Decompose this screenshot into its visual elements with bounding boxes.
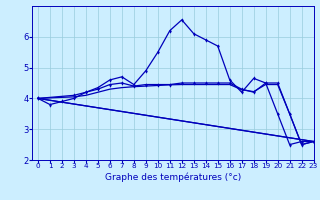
X-axis label: Graphe des températures (°c): Graphe des températures (°c): [105, 172, 241, 182]
